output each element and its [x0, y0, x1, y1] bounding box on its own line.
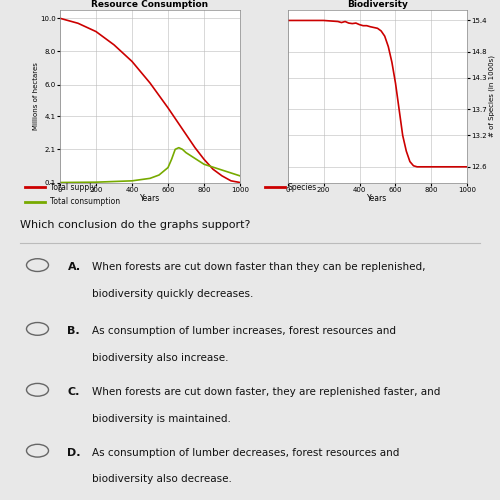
- Text: biodiversity also increase.: biodiversity also increase.: [92, 352, 229, 362]
- Text: When forests are cut down faster, they are replenished faster, and: When forests are cut down faster, they a…: [92, 387, 441, 397]
- Text: B.: B.: [68, 326, 80, 336]
- Text: Total consumption: Total consumption: [50, 198, 120, 206]
- Text: Which conclusion do the graphs support?: Which conclusion do the graphs support?: [20, 220, 250, 230]
- X-axis label: Years: Years: [368, 194, 388, 203]
- Text: biodiversity quickly decreases.: biodiversity quickly decreases.: [92, 289, 254, 299]
- Text: As consumption of lumber increases, forest resources and: As consumption of lumber increases, fore…: [92, 326, 397, 336]
- Text: biodiversity also decrease.: biodiversity also decrease.: [92, 474, 232, 484]
- Text: Species: Species: [288, 182, 317, 192]
- Title: Resource Consumption: Resource Consumption: [92, 0, 208, 9]
- X-axis label: Years: Years: [140, 194, 160, 203]
- Y-axis label: Millions of hectares: Millions of hectares: [32, 62, 38, 130]
- Text: C.: C.: [68, 387, 80, 397]
- Y-axis label: # of Species (in 1000s): # of Species (in 1000s): [489, 55, 496, 137]
- Text: D.: D.: [68, 448, 81, 458]
- Text: When forests are cut down faster than they can be replenished,: When forests are cut down faster than th…: [92, 262, 426, 272]
- Text: Total supply: Total supply: [50, 182, 96, 192]
- Text: A.: A.: [68, 262, 80, 272]
- Text: As consumption of lumber decreases, forest resources and: As consumption of lumber decreases, fore…: [92, 448, 400, 458]
- Text: biodiversity is maintained.: biodiversity is maintained.: [92, 414, 232, 424]
- Title: Biodiversity: Biodiversity: [347, 0, 408, 9]
